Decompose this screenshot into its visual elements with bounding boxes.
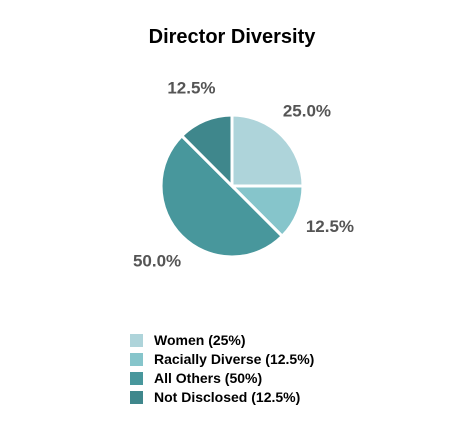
legend-item-racially-diverse: Racially Diverse (12.5%): [130, 350, 314, 368]
data-label-racially-diverse: 12.5%: [306, 217, 354, 236]
legend-swatch: [130, 333, 143, 347]
legend-label: Not Disclosed (12.5%): [154, 389, 301, 405]
legend-swatch: [130, 371, 143, 385]
legend-swatch: [130, 390, 143, 404]
legend-label: All Others (50%): [154, 370, 263, 386]
chart-title: Director Diversity: [148, 26, 316, 48]
pie-slice-not-disclosed: [179, 113, 234, 190]
legend-swatch: [130, 352, 143, 366]
legend-label: Racially Diverse (12.5%): [154, 351, 315, 367]
legend: Women (25%) Racially Diverse (12.5%) All O…: [130, 331, 314, 407]
data-label-women: 25.0%: [283, 102, 331, 121]
pie-slices: [159, 113, 305, 259]
pie-slice-labels: 25.0% 12.5% 50.0% 12.5%: [133, 79, 354, 271]
pie-slice-women: [230, 113, 305, 188]
legend-item-all-others: All Others (50%): [130, 369, 314, 387]
legend-item-not-disclosed: Not Disclosed (12.5%): [130, 388, 314, 406]
legend-item-women: Women (25%): [130, 331, 314, 349]
data-label-not-disclosed: 12.5%: [167, 79, 215, 98]
legend-label: Women (25%): [154, 332, 246, 348]
data-label-all-others: 50.0%: [133, 251, 181, 270]
pie-slice-all-others: [159, 133, 285, 259]
